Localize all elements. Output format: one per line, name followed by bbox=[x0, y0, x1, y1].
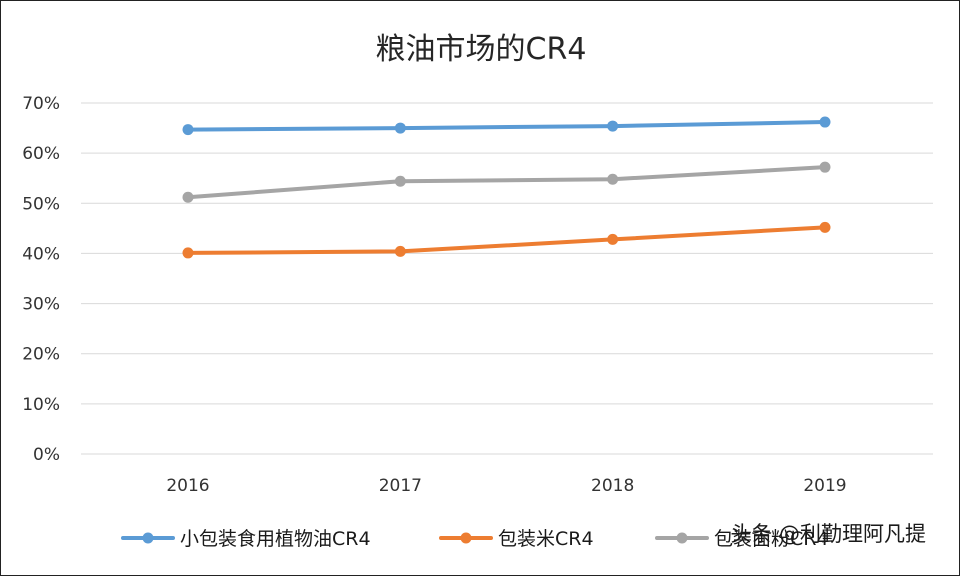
series-3 bbox=[182, 161, 831, 203]
y-axis-ticks: 0% 10% 20% 30% 40% 50% 60% 70% bbox=[22, 94, 60, 465]
y-tick-label: 20% bbox=[22, 345, 60, 365]
series-1 bbox=[182, 116, 831, 136]
series-line bbox=[186, 225, 827, 255]
data-point bbox=[819, 116, 831, 128]
y-tick-label: 0% bbox=[33, 445, 60, 465]
legend: 小包装食用植物油CR4 包装米CR4 包装面粉CR4 bbox=[121, 528, 829, 550]
data-point bbox=[182, 191, 194, 203]
legend-item: 包装米CR4 bbox=[439, 528, 594, 550]
data-point bbox=[607, 173, 619, 185]
watermark-text: 头条 @利勤理阿凡提 bbox=[730, 522, 926, 546]
y-tick-label: 30% bbox=[22, 295, 60, 315]
data-point bbox=[819, 161, 831, 173]
data-point bbox=[394, 122, 406, 134]
series-2 bbox=[182, 221, 831, 259]
data-point bbox=[394, 245, 406, 257]
data-point bbox=[394, 175, 406, 187]
data-point bbox=[607, 120, 619, 132]
legend-item: 包装面粉CR4 bbox=[655, 528, 829, 550]
x-tick-label: 2018 bbox=[591, 476, 634, 496]
legend-label: 包装米CR4 bbox=[498, 528, 594, 550]
data-point bbox=[182, 247, 194, 259]
x-tick-label: 2016 bbox=[166, 476, 209, 496]
y-tick-label: 10% bbox=[22, 395, 60, 415]
legend-item: 小包装食用植物油CR4 bbox=[121, 528, 371, 550]
x-axis-ticks: 2016 2017 2018 2019 bbox=[166, 476, 846, 496]
y-tick-label: 40% bbox=[22, 244, 60, 264]
series-line bbox=[186, 120, 827, 132]
data-point bbox=[819, 221, 831, 233]
y-tick-label: 50% bbox=[22, 194, 60, 214]
data-point bbox=[607, 233, 619, 245]
chart-title: 粮油市场的CR4 bbox=[376, 32, 587, 67]
x-tick-label: 2019 bbox=[803, 476, 846, 496]
series-layer bbox=[182, 116, 831, 259]
x-tick-label: 2017 bbox=[379, 476, 422, 496]
y-tick-label: 70% bbox=[22, 94, 60, 114]
series-line bbox=[186, 165, 827, 200]
gridlines bbox=[81, 102, 933, 455]
y-tick-label: 60% bbox=[22, 144, 60, 164]
legend-point-marker bbox=[460, 532, 472, 544]
legend-label: 小包装食用植物油CR4 bbox=[180, 528, 371, 550]
legend-point-marker bbox=[142, 532, 154, 544]
legend-point-marker bbox=[676, 532, 688, 544]
data-point bbox=[182, 124, 194, 136]
legend-label: 包装面粉CR4 bbox=[714, 528, 829, 550]
